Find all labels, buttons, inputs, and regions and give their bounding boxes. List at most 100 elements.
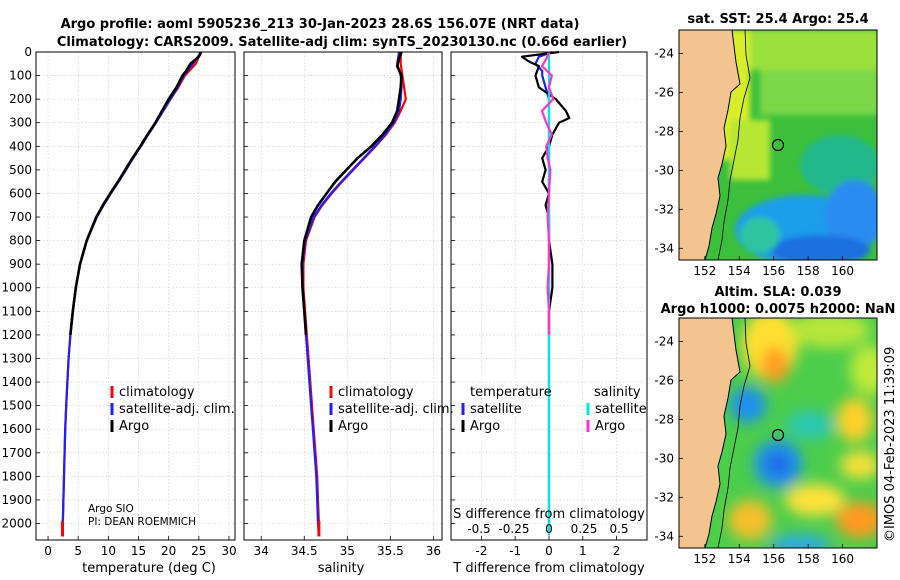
map-x-tick-label: 154 — [728, 552, 751, 566]
y-tick-label: 700 — [9, 210, 32, 224]
y-tick-label: 1800 — [1, 469, 32, 483]
x-tick-label: -2 — [475, 544, 487, 558]
map-y-tick-label: -26 — [654, 85, 674, 99]
y-tick-label: 1400 — [1, 375, 32, 389]
t-difference-xlabel: T difference from climatology — [452, 561, 645, 576]
y-tick-label: 1300 — [1, 351, 32, 365]
y-tick-label: 1900 — [1, 493, 32, 507]
map-y-tick-label: -28 — [654, 412, 674, 426]
figure-title-line1: Argo profile: aoml 5905236_213 30-Jan-20… — [61, 17, 580, 32]
sst-map: sat. SST: 25.4 Argo: 25.4 152 154 156 158 16… — [654, 12, 878, 278]
temperature-legend: climatology satellite-adj. clim. Argo — [110, 385, 235, 434]
map-x-tick-label: 152 — [693, 552, 716, 566]
map-x-tick-label: 156 — [762, 552, 785, 566]
y-tick-label: 400 — [9, 139, 32, 153]
x-tick-label: 34 — [254, 544, 269, 558]
map-y-tick-label: -26 — [654, 373, 674, 387]
x-tick-label: 1 — [579, 544, 587, 558]
sla-map-title-line2: Argo h1000: 0.0075 h2000: NaN — [661, 302, 896, 317]
s-difference-xlabel: S difference from climatology — [453, 507, 645, 522]
x-tick-label: 0 — [44, 544, 52, 558]
series-line-satellite-adj-clim- — [61, 51, 203, 536]
sla-argo-marker — [771, 428, 785, 442]
sla-shelf-contour — [717, 318, 751, 548]
map-y-tick-label: -32 — [654, 490, 674, 504]
series-line-s-argo — [540, 51, 555, 335]
x-tick-label: 2 — [613, 544, 621, 558]
y-tick-label: 2000 — [1, 516, 32, 530]
x-tick-label: -1 — [509, 544, 521, 558]
series-line-satellite-adj-clim- — [301, 51, 403, 536]
legend-climatology-label: climatology — [338, 385, 414, 400]
x-tick-label: 35.5 — [377, 544, 404, 558]
y-tick-label: 200 — [9, 92, 32, 106]
pi-label: PI: DEAN ROEMMICH — [88, 516, 196, 528]
sla-map-frame — [678, 317, 878, 549]
s-tick-label: -0.25 — [498, 522, 529, 536]
sla-map: Altim. SLA: 0.039 Argo h1000: 0.0075 h20… — [654, 285, 895, 566]
map-x-tick-label: 158 — [797, 552, 820, 566]
series-line-argo — [300, 51, 403, 335]
y-tick-label: 500 — [9, 163, 32, 177]
sla-field-patches — [728, 318, 877, 548]
salinity-panel-frame — [243, 51, 443, 541]
y-tick-label: 100 — [9, 69, 32, 83]
legend-satellite-label: satellite-adj. clim. — [119, 402, 235, 417]
sla-coastline — [704, 318, 741, 548]
s-tick-label: -0.5 — [467, 522, 490, 536]
difference-legend: temperature salinity satellite Argo sate… — [461, 385, 647, 434]
temperature-xlabel: temperature (deg C) — [82, 561, 216, 576]
sla-map-title-line1: Altim. SLA: 0.039 — [715, 285, 842, 300]
x-tick-label: 10 — [101, 544, 116, 558]
salinity-panel: 34 34.5 35 35.5 36 salinity climatology sate… — [243, 51, 454, 576]
map-x-tick-label: 154 — [728, 264, 751, 278]
x-tick-label: 0 — [545, 544, 553, 558]
y-tick-label: 1000 — [1, 281, 32, 295]
x-tick-label: 34.5 — [291, 544, 318, 558]
figure-title-line2: Climatology: CARS2009. Satellite-adj cli… — [57, 35, 627, 50]
legend-satellite-label: satellite-adj. clim. — [338, 402, 454, 417]
legend-t-argo-label: Argo — [470, 419, 500, 434]
legend-temperature-title: temperature — [470, 385, 552, 400]
map-y-tick-label: -28 — [654, 124, 674, 138]
sst-map-title: sat. SST: 25.4 Argo: 25.4 — [687, 12, 868, 27]
salinity-xlabel: salinity — [318, 561, 365, 576]
argo-sio-label: Argo SIO — [88, 503, 134, 515]
y-tick-label: 1500 — [1, 399, 32, 413]
y-tick-label: 800 — [9, 234, 32, 248]
temperature-panel-frame — [35, 51, 236, 541]
sst-argo-marker — [771, 138, 785, 152]
map-x-tick-label: 158 — [797, 264, 820, 278]
map-y-tick-label: -24 — [654, 46, 674, 60]
s-tick-label: 0.5 — [609, 522, 628, 536]
map-y-tick-label: -32 — [654, 202, 674, 216]
map-y-tick-label: -24 — [654, 334, 674, 348]
map-x-tick-label: 156 — [762, 264, 785, 278]
x-tick-label: 20 — [161, 544, 176, 558]
map-x-tick-label: 160 — [831, 552, 854, 566]
imos-credit: ©IMOS 04-Feb-2023 11:39:09 — [883, 347, 898, 542]
salinity-legend: climatology satellite-adj. clim. Argo — [329, 385, 454, 434]
temperature-panel: 0100200300400500600700800900100011001200… — [1, 45, 236, 576]
map-y-tick-label: -34 — [654, 241, 674, 255]
legend-argo-label: Argo — [338, 419, 368, 434]
x-tick-label: 5 — [74, 544, 82, 558]
difference-panel: -2 -1 0 1 2 T difference from climatology S … — [450, 50, 648, 576]
legend-s-argo-label: Argo — [595, 419, 625, 434]
x-tick-label: 15 — [131, 544, 146, 558]
y-tick-label: 600 — [9, 186, 32, 200]
y-tick-label: 1700 — [1, 446, 32, 460]
map-y-tick-label: -34 — [654, 529, 674, 543]
y-tick-label: 1200 — [1, 328, 32, 342]
legend-climatology-label: climatology — [119, 385, 195, 400]
sst-land — [679, 30, 740, 260]
y-tick-label: 900 — [9, 257, 32, 271]
sst-coastline — [704, 30, 741, 260]
sst-shelf-contour — [717, 30, 751, 260]
y-tick-label: 1600 — [1, 422, 32, 436]
legend-s-satellite-label: satellite — [595, 402, 647, 417]
x-tick-label: 35 — [340, 544, 355, 558]
y-tick-label: 0 — [24, 45, 32, 59]
sla-land — [679, 318, 740, 548]
